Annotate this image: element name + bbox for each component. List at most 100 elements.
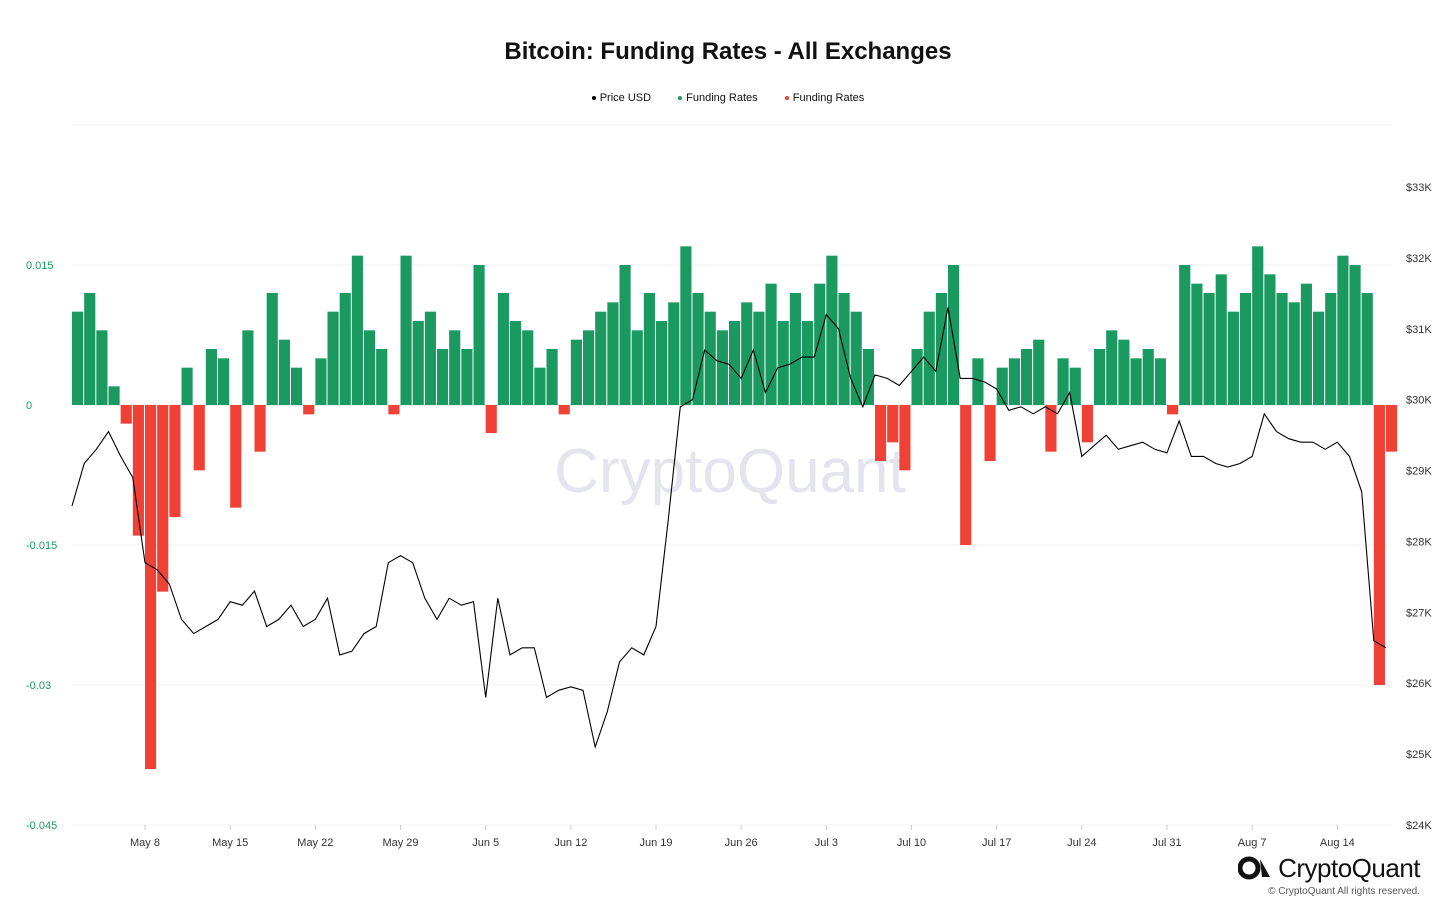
x-tick-label: May 22	[297, 837, 333, 849]
funding-bar-positive	[351, 255, 363, 405]
funding-bar-positive	[595, 311, 607, 405]
funding-bar-positive	[789, 293, 801, 405]
funding-bar-positive	[643, 293, 655, 405]
x-tick-label: May 15	[212, 837, 248, 849]
funding-bar-negative	[303, 405, 315, 415]
funding-bar-positive	[1179, 265, 1191, 405]
right-tick-label: $25K	[1406, 749, 1432, 761]
x-tick-label: Jul 31	[1152, 837, 1181, 849]
funding-bar-positive	[1142, 349, 1154, 405]
funding-bar-positive	[84, 293, 96, 405]
funding-bar-negative	[485, 405, 497, 433]
funding-bar-positive	[1057, 358, 1069, 405]
cryptoquant-logo: CryptoQuant	[1238, 852, 1420, 884]
funding-bar-positive	[1191, 283, 1203, 405]
legend-item-funding-negative[interactable]: Funding Rates	[784, 92, 864, 104]
watermark: CryptoQuant	[554, 437, 906, 506]
funding-bar-positive	[1349, 265, 1361, 405]
funding-bar-negative	[254, 405, 266, 452]
right-axis: $24K $25K $26K $27K $28K $29K $30K $31K $32K $33K	[1406, 182, 1432, 832]
x-tick-label: Jul 17	[982, 837, 1011, 849]
funding-bar-positive	[1337, 255, 1349, 405]
funding-bar-positive	[1264, 274, 1276, 405]
funding-rate-bars	[72, 246, 1398, 769]
funding-bar-positive	[948, 265, 960, 405]
funding-bar-positive	[364, 330, 376, 405]
funding-bar-positive	[862, 349, 874, 405]
funding-bar-negative	[193, 405, 205, 471]
right-tick-label: $27K	[1406, 607, 1432, 619]
funding-bar-positive	[291, 367, 303, 405]
right-tick-label: $32K	[1406, 253, 1432, 265]
right-tick-label: $24K	[1406, 820, 1432, 832]
funding-bar-positive	[911, 349, 923, 405]
x-tick-label: Jun 26	[725, 837, 758, 849]
funding-bar-negative	[145, 405, 157, 769]
funding-bar-positive	[972, 358, 984, 405]
price-line	[71, 307, 1387, 750]
funding-bar-negative	[230, 405, 242, 508]
funding-bar-positive	[704, 311, 716, 405]
funding-bar-positive	[315, 358, 327, 405]
funding-bar-positive	[619, 265, 631, 405]
funding-bar-negative	[132, 405, 144, 536]
funding-bar-positive	[1325, 293, 1337, 405]
funding-bar-positive	[449, 330, 461, 405]
left-tick-label: 0	[26, 400, 32, 412]
funding-bar-positive	[1154, 358, 1166, 405]
right-tick-label: $28K	[1406, 536, 1432, 548]
funding-bar-positive	[826, 255, 838, 405]
funding-bar-positive	[534, 367, 546, 405]
funding-bar-positive	[1215, 274, 1227, 405]
funding-bar-positive	[607, 302, 619, 405]
chart-title: Bitcoin: Funding Rates - All Exchanges	[504, 38, 952, 65]
funding-bar-positive	[1313, 311, 1325, 405]
right-tick-label: $26K	[1406, 678, 1432, 690]
funding-bar-positive	[108, 386, 120, 405]
funding-bar-negative	[558, 405, 570, 415]
x-tick-label: Aug 14	[1320, 837, 1355, 849]
funding-bar-positive	[1094, 349, 1106, 405]
funding-bar-positive	[1252, 246, 1264, 405]
funding-bar-positive	[327, 311, 339, 405]
funding-bar-positive	[1288, 302, 1300, 405]
cryptoquant-logo-icon	[1238, 856, 1271, 880]
funding-bar-positive	[680, 246, 692, 405]
x-tick-label: Aug 7	[1238, 837, 1267, 849]
funding-bar-negative	[1081, 405, 1093, 443]
left-axis: 0.015 0 -0.015 -0.03 -0.045	[26, 260, 57, 832]
funding-bar-positive	[497, 293, 509, 405]
legend-item-funding-positive[interactable]: Funding Rates	[678, 92, 758, 104]
x-tick-label: Jun 12	[554, 837, 587, 849]
copyright: © CryptoQuant All rights reserved.	[1268, 886, 1420, 897]
funding-bar-negative	[1167, 405, 1179, 415]
legend-label-funding-positive: Funding Rates	[686, 92, 758, 104]
x-tick-label: May 8	[130, 837, 160, 849]
funding-bar-positive	[656, 321, 668, 405]
funding-bar-positive	[996, 367, 1008, 405]
funding-bar-positive	[716, 330, 728, 405]
funding-bar-positive	[1008, 358, 1020, 405]
funding-bar-negative	[960, 405, 972, 545]
funding-bar-positive	[570, 339, 582, 405]
right-tick-label: $31K	[1406, 324, 1432, 336]
funding-bar-positive	[1276, 293, 1288, 405]
legend-item-price[interactable]: Price USD	[591, 92, 652, 104]
x-tick-label: Jul 24	[1067, 837, 1096, 849]
funding-bar-positive	[1300, 283, 1312, 405]
funding-bar-negative	[1373, 405, 1385, 685]
funding-bar-positive	[1130, 358, 1142, 405]
funding-bar-positive	[72, 311, 84, 405]
funding-bar-positive	[1106, 330, 1118, 405]
funding-bar-positive	[546, 349, 558, 405]
funding-bar-positive	[266, 293, 278, 405]
legend-label-price: Price USD	[599, 92, 652, 104]
funding-bar-positive	[753, 311, 765, 405]
logo-text: CryptoQuant	[1278, 852, 1420, 883]
funding-bar-positive	[850, 311, 862, 405]
funding-bar-negative	[1045, 405, 1057, 452]
funding-bar-positive	[1033, 339, 1045, 405]
right-tick-label: $33K	[1406, 182, 1432, 194]
funding-bar-positive	[777, 321, 789, 405]
